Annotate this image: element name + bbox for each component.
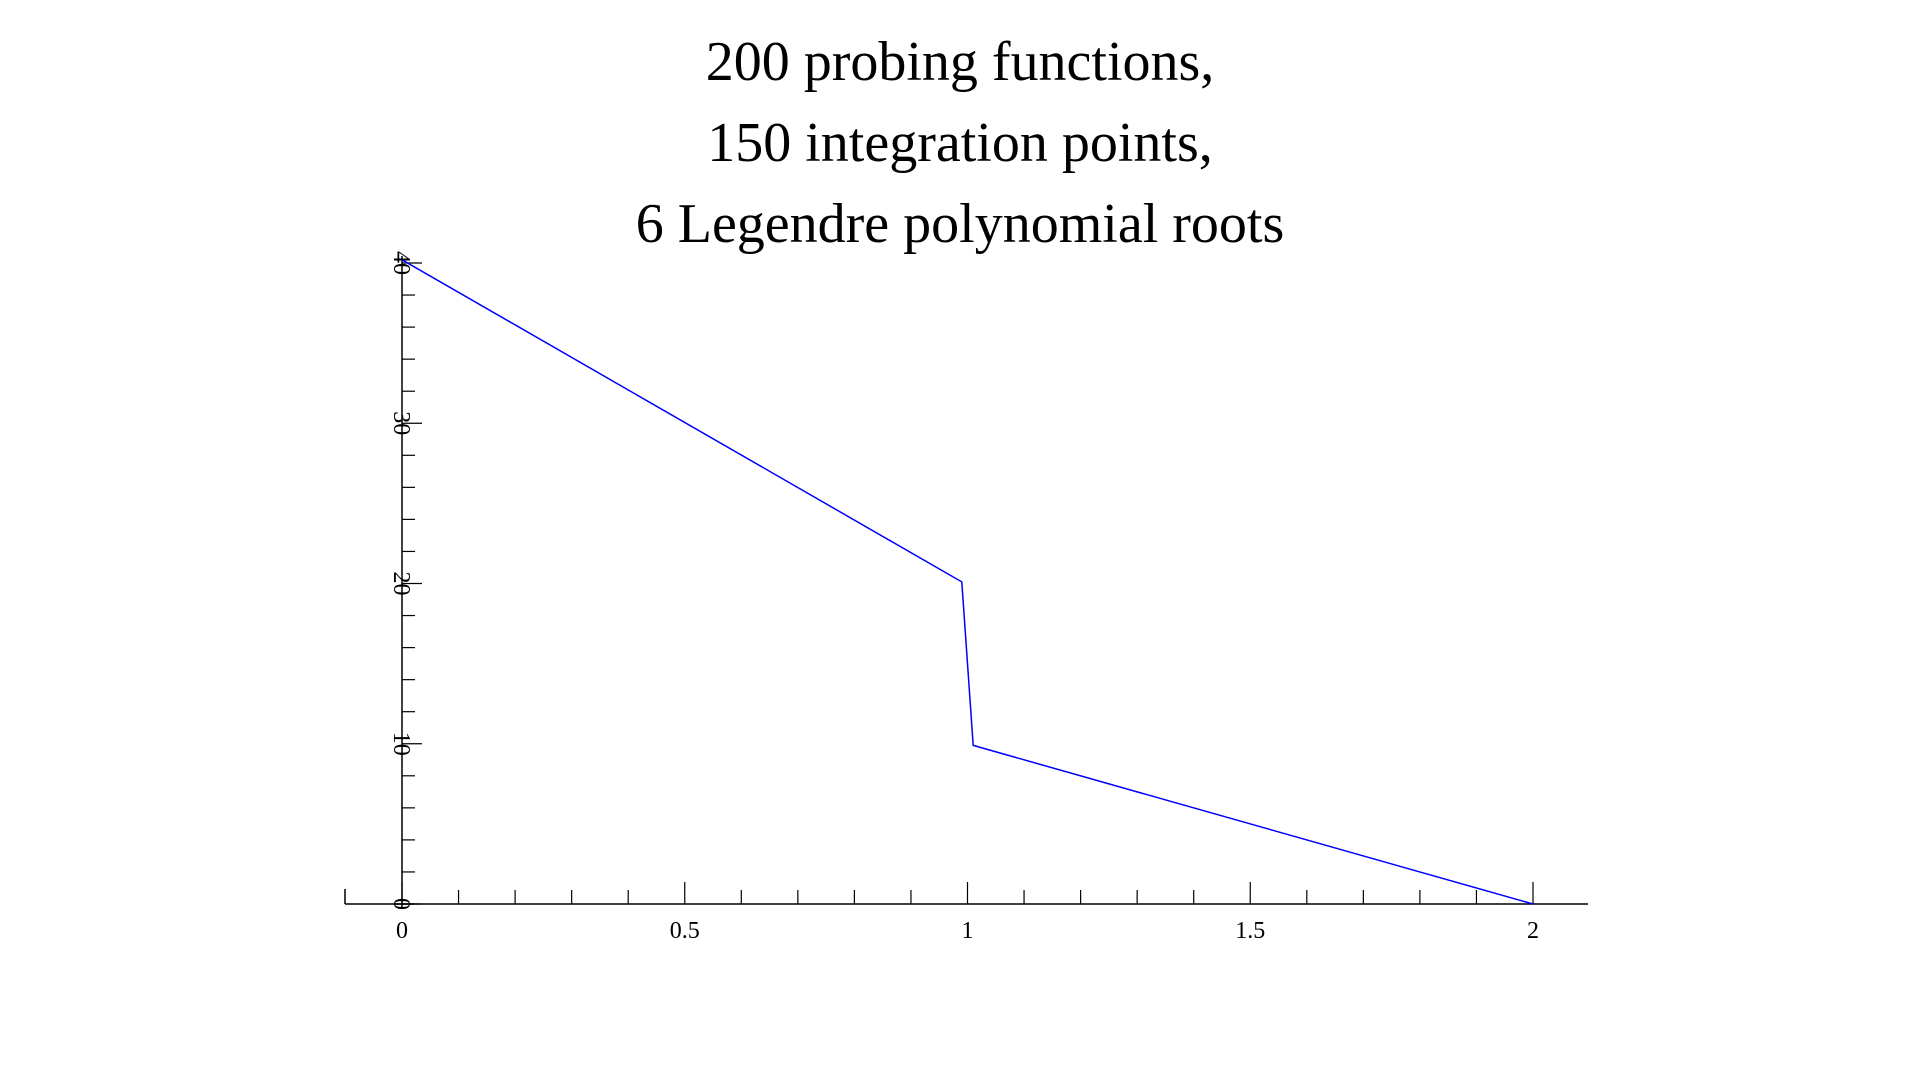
x-tick-label: 0.5 bbox=[670, 918, 700, 944]
chart-title-line-1: 200 probing functions, bbox=[705, 31, 1215, 93]
axes bbox=[344, 256, 1588, 907]
x-tick-label: 2 bbox=[1527, 918, 1539, 944]
x-tick-label: 1 bbox=[962, 918, 974, 944]
plot-area bbox=[401, 259, 1534, 905]
y-tick-label: 10 bbox=[388, 732, 414, 756]
y-tick-label: 20 bbox=[388, 572, 414, 596]
y-tick-label: 30 bbox=[388, 411, 414, 435]
x-tick-label: 1.5 bbox=[1235, 918, 1265, 944]
x-tick-label: 0 bbox=[396, 918, 408, 944]
y-tick-label: 40 bbox=[388, 251, 414, 275]
axis-ticks bbox=[401, 262, 1534, 905]
series-line bbox=[401, 259, 1534, 905]
chart-title-line-3: 6 Legendre polynomial roots bbox=[635, 193, 1285, 255]
y-tick-label: 0 bbox=[388, 898, 414, 910]
chart-title-line-2: 150 integration points, bbox=[707, 112, 1213, 174]
chart-title: 200 probing functions, 150 integration p… bbox=[0, 22, 1920, 265]
